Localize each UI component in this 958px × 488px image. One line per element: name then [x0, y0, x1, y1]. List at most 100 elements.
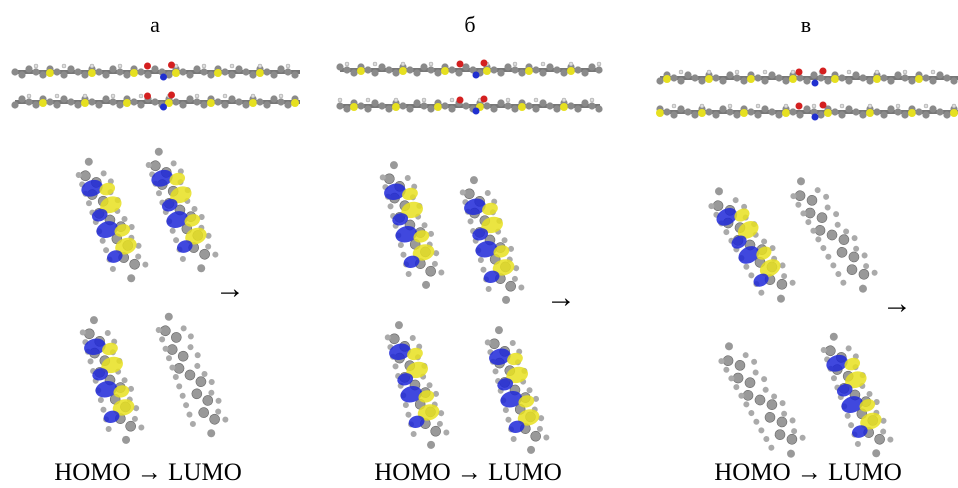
- atom: [825, 345, 836, 357]
- orbital-lobe: [395, 226, 418, 243]
- orbital-lobe: [384, 183, 406, 201]
- atom: [848, 422, 855, 429]
- atom: [32, 68, 40, 76]
- orbital-lobe: [102, 342, 118, 356]
- orbital-lobe: [95, 381, 118, 398]
- atom: [782, 77, 790, 85]
- atom: [670, 111, 678, 119]
- atom: [574, 66, 582, 74]
- atom: [385, 66, 393, 74]
- atom: [201, 370, 208, 377]
- atom: [263, 101, 271, 109]
- atom: [861, 252, 868, 259]
- atom: [249, 71, 257, 79]
- atom: [208, 389, 215, 396]
- atom: [825, 253, 832, 260]
- atom: [732, 197, 739, 204]
- sulfur: [525, 67, 533, 75]
- atom: [198, 213, 205, 220]
- atom: [839, 103, 845, 109]
- atom: [179, 392, 186, 399]
- sulfur: [441, 67, 449, 75]
- atom: [902, 69, 908, 75]
- orbital-lobe: [859, 399, 876, 412]
- atom: [155, 190, 162, 197]
- atom: [131, 415, 138, 422]
- atom: [462, 102, 470, 110]
- atom: [420, 102, 428, 110]
- atom: [936, 71, 944, 79]
- atom: [880, 428, 887, 435]
- atom: [740, 77, 748, 85]
- atom: [761, 105, 769, 113]
- orbital-lobe: [185, 227, 207, 245]
- sulfur: [214, 69, 222, 77]
- atom: [364, 105, 372, 113]
- atom: [193, 65, 201, 73]
- atom: [110, 93, 116, 99]
- atom: [726, 71, 734, 79]
- orbital-lobe: [492, 259, 515, 276]
- sulfur: [207, 99, 215, 107]
- atom: [518, 284, 525, 291]
- atom: [838, 234, 850, 245]
- atom: [511, 105, 519, 113]
- sulfur: [915, 75, 923, 83]
- atom: [97, 397, 104, 404]
- sulfur: [866, 109, 874, 117]
- atom: [677, 105, 685, 113]
- atom: [428, 230, 435, 237]
- atom: [421, 222, 428, 229]
- atom: [518, 69, 526, 77]
- atom: [441, 102, 449, 110]
- orbital-molecule: [708, 187, 796, 303]
- orbital-lobe: [517, 409, 540, 426]
- atom: [128, 385, 135, 392]
- atom: [751, 358, 758, 365]
- atom: [915, 108, 923, 116]
- atom: [775, 111, 783, 119]
- oxygen: [819, 67, 827, 75]
- atom: [734, 69, 740, 75]
- atom: [160, 325, 171, 337]
- atom: [851, 235, 858, 242]
- orbital-lobe: [483, 270, 500, 283]
- atom: [455, 69, 463, 77]
- oxygen: [795, 68, 803, 76]
- atom: [513, 265, 520, 272]
- atom: [372, 61, 378, 67]
- atom: [433, 390, 440, 397]
- atom: [527, 445, 536, 454]
- atom: [894, 108, 902, 116]
- atom: [497, 69, 505, 77]
- atom: [761, 376, 768, 383]
- transition-arrow: →: [882, 287, 912, 320]
- atom: [863, 263, 870, 270]
- atom: [337, 97, 343, 103]
- atom: [867, 103, 873, 109]
- panel-label: б: [464, 12, 475, 37]
- atom: [560, 69, 568, 77]
- atom: [169, 227, 176, 234]
- atom: [183, 402, 190, 409]
- atom: [406, 105, 414, 113]
- oxygen: [456, 96, 464, 104]
- atom: [84, 328, 95, 340]
- atom: [561, 97, 567, 103]
- sulfur: [789, 75, 797, 83]
- atom: [130, 98, 138, 106]
- atom: [794, 190, 806, 201]
- panel-label: в: [801, 12, 811, 37]
- atom: [840, 279, 847, 286]
- atom: [776, 416, 788, 428]
- atom: [796, 74, 804, 82]
- atom: [179, 255, 186, 262]
- caption: HOMO → LUMO: [714, 459, 902, 486]
- atom: [539, 69, 547, 77]
- atom: [191, 205, 198, 212]
- atom: [364, 66, 372, 74]
- atom: [670, 74, 678, 82]
- atom: [215, 408, 222, 415]
- atom: [250, 93, 256, 99]
- orbital-lobe: [397, 373, 414, 386]
